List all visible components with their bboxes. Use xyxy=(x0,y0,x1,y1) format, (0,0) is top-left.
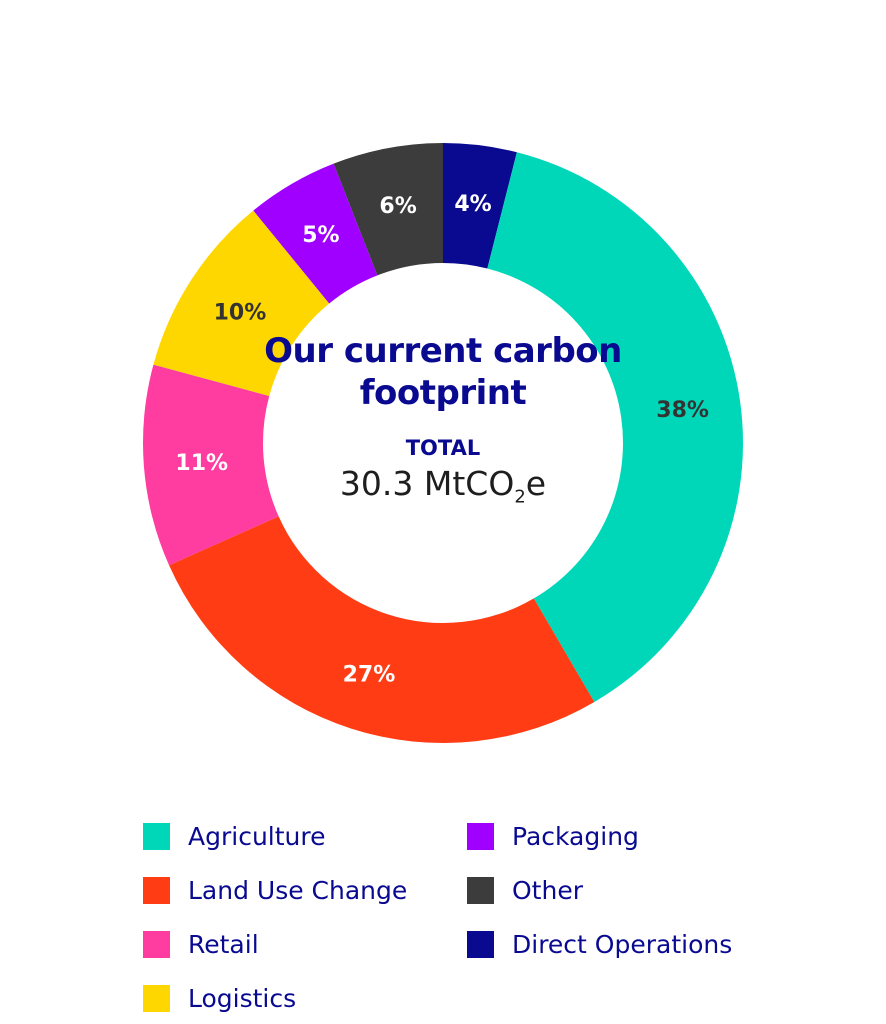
legend-item: Retail xyxy=(143,930,259,959)
slice-other xyxy=(333,143,443,276)
legend-swatch xyxy=(467,877,494,904)
legend-swatch xyxy=(467,931,494,958)
slice-label: 27% xyxy=(343,662,396,687)
legend-label: Land Use Change xyxy=(188,876,408,905)
legend-label: Packaging xyxy=(512,822,639,851)
legend-label: Other xyxy=(512,876,583,905)
legend-label: Retail xyxy=(188,930,259,959)
legend-item: Packaging xyxy=(467,822,639,851)
slice-agriculture xyxy=(487,152,743,703)
slice-label: 4% xyxy=(454,192,491,217)
legend-item: Logistics xyxy=(143,984,296,1013)
donut-hole xyxy=(263,263,623,623)
legend-swatch xyxy=(143,931,170,958)
slice-label: 5% xyxy=(302,223,339,248)
slice-packaging xyxy=(253,163,378,304)
legend-swatch xyxy=(143,985,170,1012)
slice-land-use-change xyxy=(169,516,595,743)
legend-label: Logistics xyxy=(188,984,297,1013)
chart-center: Our current carbon footprint TOTAL 30.3 … xyxy=(263,330,623,508)
slice-label: 38% xyxy=(656,398,709,423)
slice-label: 11% xyxy=(175,451,228,476)
legend-label: Direct Operations xyxy=(512,930,733,959)
legend-item: Other xyxy=(467,876,583,905)
slice-direct-operations xyxy=(443,143,517,269)
legend-swatch xyxy=(143,877,170,904)
slice-logistics xyxy=(153,210,330,396)
donut-chart: 4% 38% 27% 11% 10% 5% 6% xyxy=(142,143,743,743)
total-label: TOTAL xyxy=(405,436,481,460)
legend-label: Agriculture xyxy=(188,822,326,851)
legend-item: Direct Operations xyxy=(467,930,732,959)
slice-label: 10% xyxy=(214,300,267,325)
slice-retail xyxy=(142,364,279,566)
total-value: 30.3 MtCO2e xyxy=(339,464,547,508)
legend-item: Land Use Change xyxy=(143,876,407,905)
slice-label: 6% xyxy=(379,194,416,219)
legend-swatch xyxy=(467,823,494,850)
legend-item: Agriculture xyxy=(143,822,326,851)
legend-swatch xyxy=(143,823,170,850)
chart-title: Our current carbon footprint xyxy=(264,331,622,413)
